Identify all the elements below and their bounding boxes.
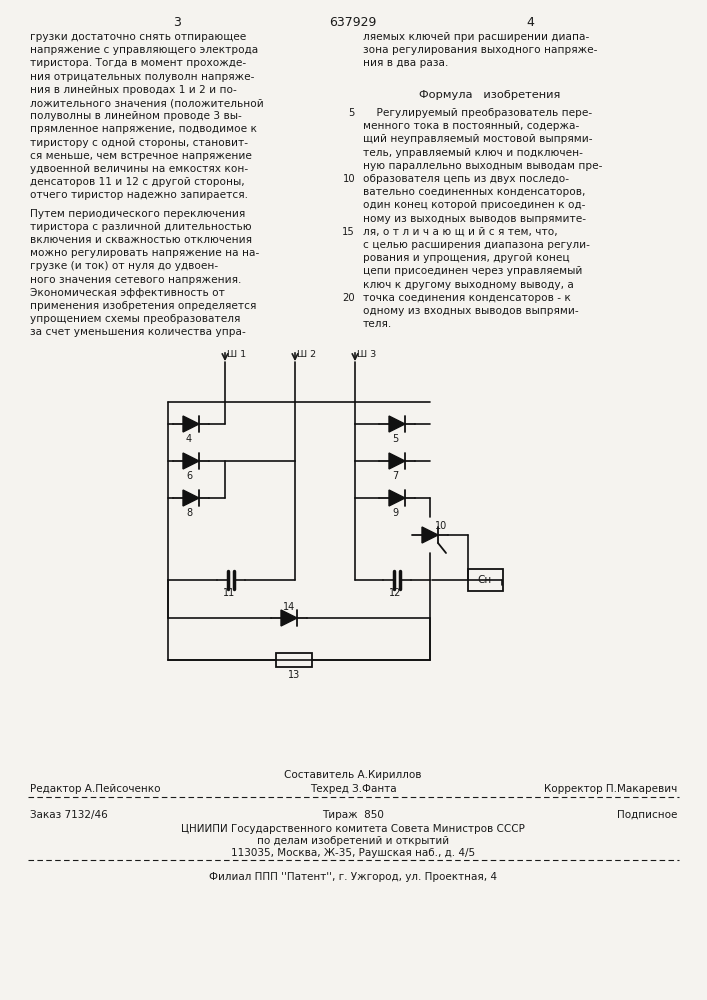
Text: зона регулирования выходного напряже-: зона регулирования выходного напряже- xyxy=(363,45,597,55)
Text: 5: 5 xyxy=(349,108,355,118)
Text: прямленное напряжение, подводимое к: прямленное напряжение, подводимое к xyxy=(30,124,257,134)
Text: Подписное: Подписное xyxy=(617,810,677,820)
Polygon shape xyxy=(422,527,438,543)
Text: тиристора с различной длительностью: тиристора с различной длительностью xyxy=(30,222,252,232)
Text: за счет уменьшения количества упра-: за счет уменьшения количества упра- xyxy=(30,327,246,337)
Text: образователя цепь из двух последо-: образователя цепь из двух последо- xyxy=(363,174,569,184)
Polygon shape xyxy=(389,490,405,506)
Text: вательно соединенных конденсаторов,: вательно соединенных конденсаторов, xyxy=(363,187,585,197)
Text: по делам изобретений и открытий: по делам изобретений и открытий xyxy=(257,836,449,846)
Text: ся меньше, чем встречное напряжение: ся меньше, чем встречное напряжение xyxy=(30,151,252,161)
Text: ную параллельно выходным выводам пре-: ную параллельно выходным выводам пре- xyxy=(363,161,602,171)
Text: 637929: 637929 xyxy=(329,16,377,29)
Text: грузке (и ток) от нуля до удвоен-: грузке (и ток) от нуля до удвоен- xyxy=(30,261,218,271)
Text: Регулируемый преобразователь пере-: Регулируемый преобразователь пере- xyxy=(363,108,592,118)
Text: денсаторов 11 и 12 с другой стороны,: денсаторов 11 и 12 с другой стороны, xyxy=(30,177,245,187)
Text: тиристора. Тогда в момент прохожде-: тиристора. Тогда в момент прохожде- xyxy=(30,58,246,68)
Polygon shape xyxy=(389,416,405,432)
Text: Формула   изобретения: Формула изобретения xyxy=(419,90,561,100)
Text: Ш 3: Ш 3 xyxy=(357,350,376,359)
Text: ЦНИИПИ Государственного комитета Совета Министров СССР: ЦНИИПИ Государственного комитета Совета … xyxy=(181,824,525,834)
Text: цепи присоединен через управляемый: цепи присоединен через управляемый xyxy=(363,266,583,276)
Text: Филиал ППП ''Патент'', г. Ужгород, ул. Проектная, 4: Филиал ППП ''Патент'', г. Ужгород, ул. П… xyxy=(209,872,497,882)
Text: 5: 5 xyxy=(392,434,398,444)
Text: включения и скважностью отключения: включения и скважностью отключения xyxy=(30,235,252,245)
Polygon shape xyxy=(389,453,405,469)
Text: Техред З.Фанта: Техред З.Фанта xyxy=(310,784,397,794)
Text: 10: 10 xyxy=(342,174,355,184)
Bar xyxy=(468,569,503,591)
Text: 14: 14 xyxy=(283,602,296,612)
Polygon shape xyxy=(281,610,297,626)
Text: грузки достаточно снять отпирающее: грузки достаточно снять отпирающее xyxy=(30,32,246,42)
Text: Ш 2: Ш 2 xyxy=(297,350,316,359)
Text: 113035, Москва, Ж-35, Раушская наб., д. 4/5: 113035, Москва, Ж-35, Раушская наб., д. … xyxy=(231,848,475,858)
Text: Тираж  850: Тираж 850 xyxy=(322,810,384,820)
Text: теля.: теля. xyxy=(363,319,392,329)
Text: ного значения сетевого напряжения.: ного значения сетевого напряжения. xyxy=(30,275,241,285)
Text: 10: 10 xyxy=(435,521,448,531)
Text: ключ к другому выходному выводу, а: ключ к другому выходному выводу, а xyxy=(363,280,574,290)
Text: удвоенной величины на емкостях кон-: удвоенной величины на емкостях кон- xyxy=(30,164,248,174)
Text: Заказ 7132/46: Заказ 7132/46 xyxy=(30,810,107,820)
Text: Корректор П.Макаревич: Корректор П.Макаревич xyxy=(544,784,677,794)
Text: Составитель А.Кириллов: Составитель А.Кириллов xyxy=(284,770,422,780)
Text: 9: 9 xyxy=(392,508,398,518)
Text: 20: 20 xyxy=(342,293,355,303)
Text: тель, управляемый ключ и подключен-: тель, управляемый ключ и подключен- xyxy=(363,148,583,158)
Text: 11: 11 xyxy=(223,588,235,598)
Polygon shape xyxy=(183,490,199,506)
Text: ляемых ключей при расширении диапа-: ляемых ключей при расширении диапа- xyxy=(363,32,589,42)
Text: 7: 7 xyxy=(392,471,398,481)
Text: полуволны в линейном проводе 3 вы-: полуволны в линейном проводе 3 вы- xyxy=(30,111,242,121)
Text: 15: 15 xyxy=(342,227,355,237)
Text: щий неуправляемый мостовой выпрями-: щий неуправляемый мостовой выпрями- xyxy=(363,134,592,144)
Text: можно регулировать напряжение на на-: можно регулировать напряжение на на- xyxy=(30,248,259,258)
Text: ния в линейных проводах 1 и 2 и по-: ния в линейных проводах 1 и 2 и по- xyxy=(30,85,237,95)
Polygon shape xyxy=(183,416,199,432)
Text: ля, о т л и ч а ю щ и й с я тем, что,: ля, о т л и ч а ю щ и й с я тем, что, xyxy=(363,227,558,237)
Text: одному из входных выводов выпрями-: одному из входных выводов выпрями- xyxy=(363,306,578,316)
Text: с целью расширения диапазона регули-: с целью расширения диапазона регули- xyxy=(363,240,590,250)
Text: Путем периодического переключения: Путем периодического переключения xyxy=(30,209,245,219)
Text: 3: 3 xyxy=(173,16,181,29)
Text: отчего тиристор надежно запирается.: отчего тиристор надежно запирается. xyxy=(30,190,248,200)
Text: Редактор А.Пейсоченко: Редактор А.Пейсоченко xyxy=(30,784,160,794)
Text: 6: 6 xyxy=(186,471,192,481)
Text: точка соединения конденсаторов - к: точка соединения конденсаторов - к xyxy=(363,293,571,303)
Text: применения изобретения определяется: применения изобретения определяется xyxy=(30,301,257,311)
Bar xyxy=(276,653,312,667)
Polygon shape xyxy=(183,453,199,469)
Text: ному из выходных выводов выпрямите-: ному из выходных выводов выпрямите- xyxy=(363,214,586,224)
Text: Экономическая эффективность от: Экономическая эффективность от xyxy=(30,288,225,298)
Text: менного тока в постоянный, содержа-: менного тока в постоянный, содержа- xyxy=(363,121,579,131)
Text: Сн: Сн xyxy=(478,575,492,585)
Text: ложительного значения (положительной: ложительного значения (положительной xyxy=(30,98,264,108)
Text: рования и упрощения, другой конец: рования и упрощения, другой конец xyxy=(363,253,570,263)
Text: упрощением схемы преобразователя: упрощением схемы преобразователя xyxy=(30,314,240,324)
Text: 13: 13 xyxy=(288,670,300,680)
Text: 12: 12 xyxy=(389,588,402,598)
Text: 8: 8 xyxy=(186,508,192,518)
Text: 4: 4 xyxy=(526,16,534,29)
Text: Ш 1: Ш 1 xyxy=(227,350,246,359)
Text: напряжение с управляющего электрода: напряжение с управляющего электрода xyxy=(30,45,258,55)
Text: 4: 4 xyxy=(186,434,192,444)
Text: тиристору с одной стороны, становит-: тиристору с одной стороны, становит- xyxy=(30,138,248,148)
Text: ния в два раза.: ния в два раза. xyxy=(363,58,448,68)
Text: один конец которой присоединен к од-: один конец которой присоединен к од- xyxy=(363,200,585,210)
Text: ния отрицательных полуволн напряже-: ния отрицательных полуволн напряже- xyxy=(30,72,255,82)
